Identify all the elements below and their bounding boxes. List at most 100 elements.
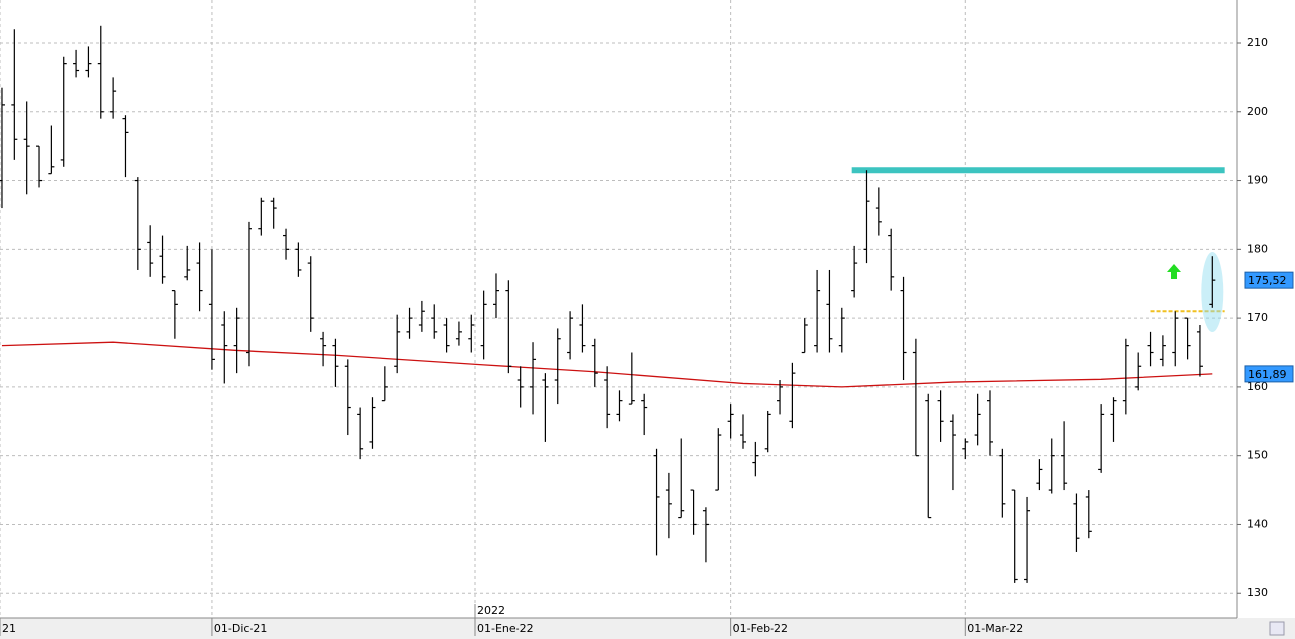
ohlc-bar [97,25,104,119]
ohlc-bar [60,56,67,167]
ohlc-bar [702,507,709,563]
price-label-box [1244,365,1294,383]
ohlc-bar [1196,324,1203,377]
ohlc-bar [949,414,956,491]
y-tick-label: 150 [1247,449,1268,462]
ohlc-bar [1172,311,1179,367]
ohlc-bar [986,390,993,456]
ohlc-bar [480,290,487,360]
ohlc-bar [764,410,771,453]
ohlc-bar [505,280,512,374]
ohlc-bar [653,448,660,556]
ohlc-bar [1085,490,1092,539]
x-tick-label: 21 [2,622,16,635]
ohlc-bar [85,46,92,78]
x-axis-band [0,618,1295,639]
ohlc-bar [11,29,18,160]
ohlc-bar [73,49,80,78]
ohlc-bar [530,342,537,415]
ohlc-bar [233,307,240,374]
ohlc-bar [814,269,821,353]
ohlc-bar [270,197,277,229]
ohlc-bar [616,390,623,422]
y-tick-label: 130 [1247,586,1268,599]
ohlc-bar [443,318,450,353]
ohlc-bar [1073,493,1080,552]
ohlc-bar [1011,489,1018,583]
x-tick-label: 01-Ene-22 [477,622,534,635]
ohlc-bar [307,256,314,332]
ohlc-bar [171,290,178,339]
ohlc-bar [258,197,265,236]
ohlc-bar [554,328,561,405]
ohlc-bar [245,221,252,367]
ohlc-bar [283,228,290,260]
ohlc-bar [1147,331,1154,367]
ohlc-bar [888,228,895,291]
ohlc-bar [1110,397,1117,442]
ohlc-bar [48,125,55,175]
ohlc-bar [752,441,759,477]
y-tick-label: 190 [1247,174,1268,187]
ohlc-bar [1135,352,1142,391]
y-tick-label: 170 [1247,311,1268,324]
ohlc-bar [1184,317,1191,360]
ohlc-bar [591,338,598,387]
ohlc-bar [418,300,425,332]
ohlc-bar [1061,421,1068,491]
ohlc-bar [974,393,981,446]
ohlc-bar [826,269,833,353]
ohlc-bar [221,311,228,384]
ohlc-bar [357,407,364,460]
ohlc-bar [900,276,907,381]
price-label: 175,52 [1248,274,1287,287]
ohlc-bar [678,438,685,519]
settings-icon[interactable] [1269,621,1285,636]
x-tick-label: 01-Mar-22 [967,622,1023,635]
ohlc-bar [863,170,870,264]
ohlc-bar [110,77,117,119]
ohlc-bar [332,338,339,387]
price-label-box [1244,271,1294,289]
ohlc-bar [295,242,302,277]
ohlc-bar [801,318,808,354]
ohlc-bar [838,307,845,353]
ohlc-bar [739,414,746,449]
ohlc-bar [208,249,215,370]
ohlc-bar [937,390,944,442]
ohlc-bar [628,352,635,405]
ohlc-bar [962,438,969,460]
ohlc-bar [369,397,376,449]
x-tick-label: 01-Dic-21 [214,622,268,635]
ohlc-bar [999,448,1006,518]
y-tick-label: 210 [1247,36,1268,49]
ohlc-bar [1098,404,1105,473]
ohlc-bar [715,428,722,491]
ohlc-bar [875,187,882,236]
ohlc-bar [147,225,154,277]
ohlc-bar [122,115,129,178]
ohlc-bar [36,145,43,188]
ohlc-bar [0,87,5,209]
ohlc-bar [184,245,191,281]
ohlc-bar [381,366,388,402]
x-tick-label: 01-Feb-22 [733,622,788,635]
ohlc-bar [159,235,166,284]
ohlc-bar [925,393,932,519]
ohlc-bar [1036,459,1043,491]
y-tick-label: 200 [1247,105,1268,118]
y-tick-label: 180 [1247,242,1268,255]
ohlc-bar [579,304,586,353]
ohlc-bar [344,359,351,436]
ohlc-bar [542,373,549,442]
ohlc-bar [320,331,327,367]
y-tick-label: 160 [1247,380,1268,393]
ohlc-bar [1122,338,1129,415]
year-label: 2022 [477,604,505,617]
ohlc-bar [492,273,499,319]
y-tick-label: 140 [1247,517,1268,530]
ohlc-bar [134,177,141,270]
ohlc-bar [196,242,203,312]
ohlc-bar [727,404,734,439]
